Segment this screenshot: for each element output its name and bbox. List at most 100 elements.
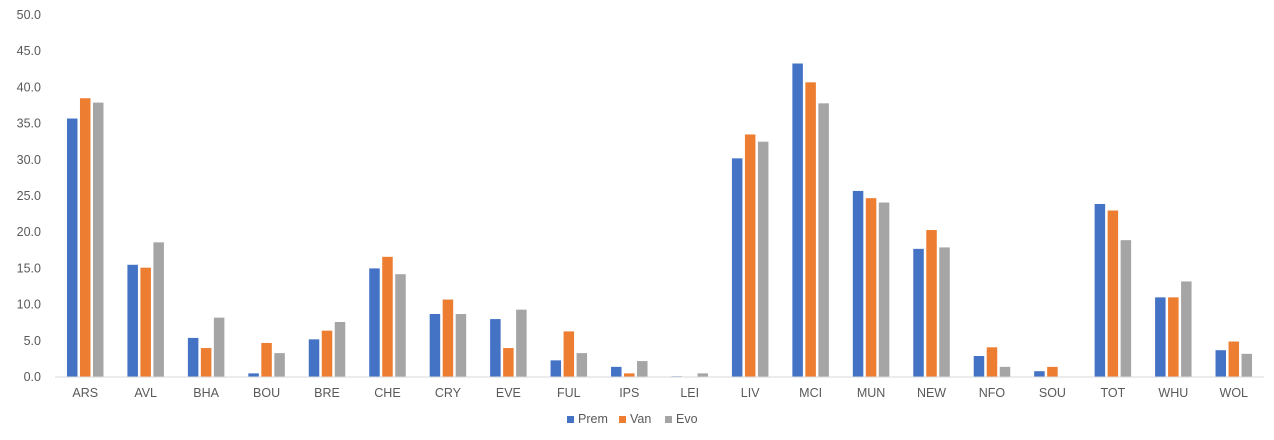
bar-evo-ips — [637, 361, 648, 377]
bar-prem-mun — [852, 190, 864, 377]
bar-evo-new — [939, 247, 950, 377]
y-tick-label: 35.0 — [17, 117, 41, 131]
x-tick-label: SOU — [1039, 386, 1066, 400]
x-tick-label: LIV — [741, 386, 760, 400]
y-axis-ticks: 0.0 5.0 10.0 15.0 20.0 25.0 30.0 35.0 40.0 45.0 50… — [17, 8, 41, 384]
bar-prem-ips — [611, 366, 622, 377]
x-tick-label: IPS — [619, 386, 639, 400]
bar-prem-tot — [1094, 203, 1106, 377]
bar-van-mci — [805, 82, 816, 377]
legend-label: Prem — [578, 412, 608, 426]
x-tick-label: NEW — [917, 386, 946, 400]
legend-item-prem: Prem — [567, 412, 608, 426]
bar-prem-eve — [490, 319, 501, 377]
x-tick-label: BOU — [253, 386, 280, 400]
bar-van-bha — [200, 348, 212, 377]
x-tick-label: BHA — [193, 386, 219, 400]
bar-prem-cry — [429, 314, 441, 377]
y-tick-label: 5.0 — [24, 334, 41, 348]
bar-van-new — [926, 230, 937, 377]
bar-prem-wol — [1215, 350, 1227, 377]
y-tick-label: 45.0 — [17, 44, 41, 58]
bar-prem-whu — [1155, 297, 1166, 377]
bar-evo-tot — [1120, 240, 1132, 377]
x-tick-label: LEI — [680, 386, 699, 400]
y-tick-label: 30.0 — [17, 153, 41, 167]
bar-evo-bou — [274, 353, 285, 377]
bar-van-bou — [261, 342, 272, 377]
x-tick-label: ARS — [72, 386, 98, 400]
bar-van-mun — [865, 198, 877, 377]
bar-prem-ful — [550, 360, 562, 377]
legend: Prem Van Evo — [567, 412, 698, 426]
bar-evo-ars — [92, 102, 104, 377]
y-tick-label: 15.0 — [17, 261, 41, 275]
bar-prem-mci — [792, 63, 803, 378]
bar-van-ful — [563, 331, 575, 377]
x-tick-label: TOT — [1100, 386, 1125, 400]
x-tick-label: EVE — [496, 386, 521, 400]
x-tick-label: WHU — [1158, 386, 1188, 400]
bar-van-whu — [1168, 297, 1179, 377]
legend-item-van: Van — [619, 412, 651, 426]
bar-prem-sou — [1034, 371, 1045, 377]
bar-van-tot — [1107, 210, 1119, 377]
y-tick-label: 40.0 — [17, 80, 41, 94]
bar-evo-avl — [153, 242, 164, 377]
y-tick-label: 20.0 — [17, 225, 41, 239]
bar-prem-bre — [308, 339, 320, 377]
x-axis-ticks: ARS AVL BHA BOU BRE CHE CRY EVE FUL IPS LEI LIV MCI M… — [72, 386, 1248, 400]
bar-evo-liv — [757, 141, 769, 377]
bar-series — [66, 63, 1253, 378]
bar-prem-ars — [66, 118, 78, 378]
bar-evo-nfo — [999, 366, 1011, 377]
bar-van-nfo — [986, 347, 998, 377]
bar-evo-lei — [697, 373, 708, 377]
x-tick-label: MCI — [799, 386, 822, 400]
x-tick-label: CRY — [435, 386, 462, 400]
bar-evo-bre — [334, 321, 346, 377]
legend-swatch — [567, 416, 574, 423]
bar-van-ars — [79, 98, 91, 377]
y-tick-label: 0.0 — [24, 370, 41, 384]
bar-prem-nfo — [973, 356, 985, 377]
bar-prem-bou — [248, 373, 259, 377]
bar-evo-eve — [516, 309, 527, 377]
bar-prem-avl — [127, 264, 138, 377]
bar-evo-cry — [455, 314, 467, 377]
legend-swatch — [619, 416, 626, 423]
x-tick-label: BRE — [314, 386, 340, 400]
bar-prem-new — [913, 248, 924, 377]
legend-label: Evo — [676, 412, 698, 426]
bar-prem-che — [369, 268, 380, 377]
bar-van-sou — [1047, 366, 1058, 377]
bar-prem-liv — [731, 158, 743, 377]
x-tick-label: WOL — [1220, 386, 1249, 400]
bar-van-wol — [1228, 341, 1240, 377]
legend-label: Van — [630, 412, 651, 426]
x-tick-label: FUL — [557, 386, 581, 400]
legend-swatch — [665, 416, 672, 423]
bar-van-avl — [140, 267, 151, 377]
bar-van-eve — [503, 348, 514, 377]
x-tick-label: MUN — [857, 386, 885, 400]
bar-evo-mci — [818, 103, 829, 377]
bar-van-cry — [442, 299, 454, 377]
legend-item-evo: Evo — [665, 412, 698, 426]
bar-van-liv — [744, 134, 756, 377]
bar-van-ips — [624, 373, 635, 377]
bar-evo-wol — [1241, 353, 1253, 377]
y-tick-label: 10.0 — [17, 298, 41, 312]
bar-van-bre — [321, 330, 333, 377]
x-tick-label: AVL — [134, 386, 157, 400]
y-tick-label: 25.0 — [17, 189, 41, 203]
bar-evo-whu — [1181, 281, 1192, 377]
bar-evo-ful — [576, 353, 588, 377]
x-tick-label: CHE — [374, 386, 400, 400]
bar-evo-bha — [213, 317, 225, 377]
bar-prem-bha — [187, 337, 199, 377]
x-tick-label: NFO — [979, 386, 1006, 400]
bar-van-che — [382, 256, 393, 377]
y-tick-label: 50.0 — [17, 8, 41, 22]
